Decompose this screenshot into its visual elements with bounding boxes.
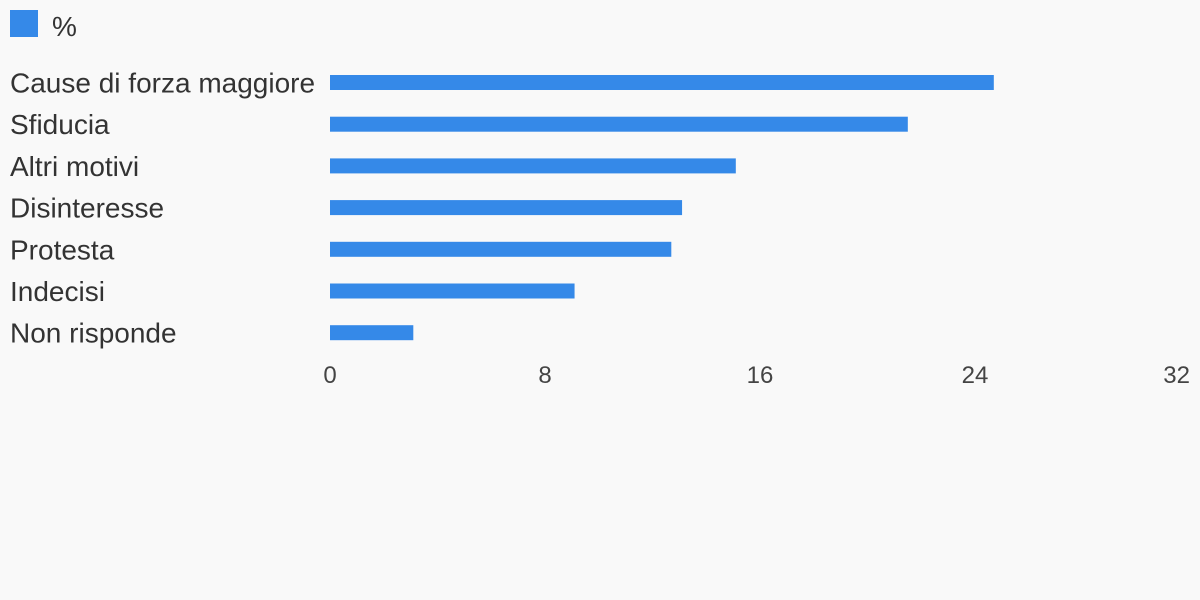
- category-label: Protesta: [10, 234, 115, 265]
- bar: [330, 158, 736, 174]
- bars: [330, 75, 994, 341]
- x-tick-label: 24: [962, 362, 989, 389]
- legend-swatch: [10, 10, 38, 37]
- legend-label: %: [52, 11, 77, 42]
- x-tick-label: 8: [538, 362, 551, 389]
- x-tick-label: 16: [747, 362, 774, 389]
- category-label: Non risponde: [10, 318, 177, 349]
- category-labels: Cause di forza maggiore Sfiducia Altri mot…: [10, 68, 315, 349]
- bar: [330, 325, 414, 341]
- x-axis-ticks: 0 8 16 24 32: [323, 362, 1190, 389]
- bar: [330, 241, 672, 257]
- bar: [330, 75, 994, 90]
- category-label: Sfiducia: [10, 109, 110, 140]
- category-label: Altri motivi: [10, 151, 139, 182]
- bar: [330, 283, 575, 299]
- x-tick-label: 32: [1163, 362, 1190, 389]
- bar: [330, 116, 908, 132]
- bar: [330, 200, 683, 216]
- category-label: Cause di forza maggiore: [10, 68, 315, 99]
- x-tick-label: 0: [323, 362, 336, 389]
- category-label: Indecisi: [10, 276, 105, 307]
- legend: %: [10, 10, 77, 42]
- category-label: Disinteresse: [10, 193, 164, 224]
